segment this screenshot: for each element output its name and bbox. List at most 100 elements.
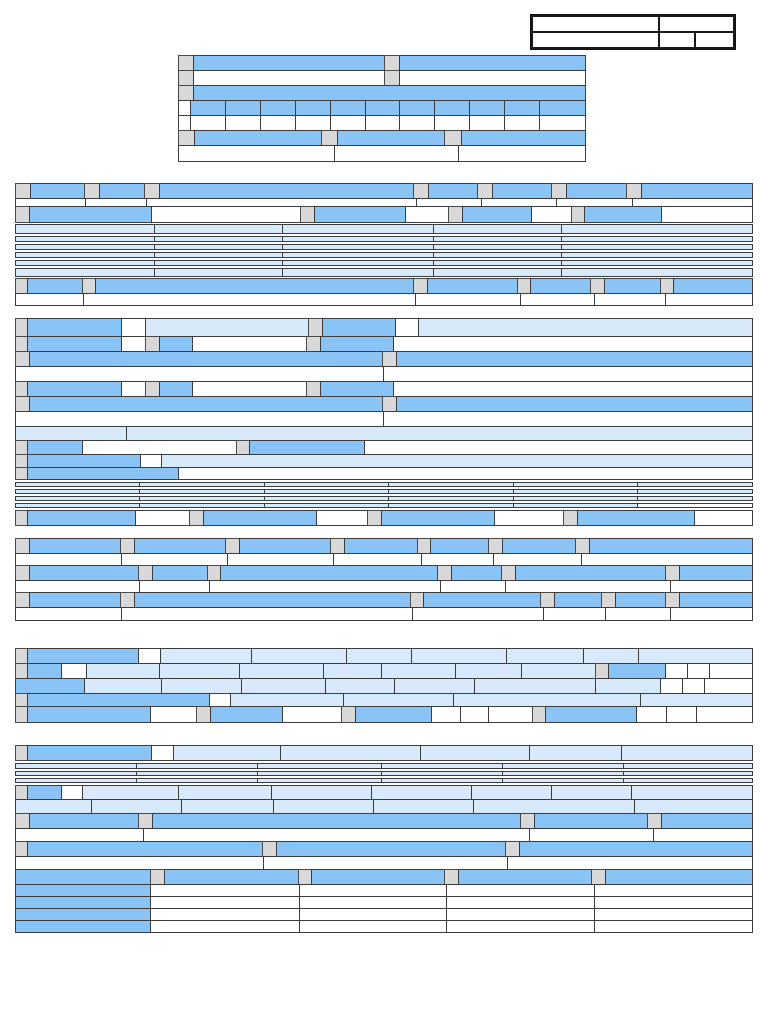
shaded-input-field[interactable] <box>512 496 639 501</box>
checkbox[interactable] <box>206 565 222 581</box>
input-field[interactable] <box>383 411 753 427</box>
input-field[interactable] <box>15 366 384 382</box>
checkbox[interactable] <box>235 440 251 455</box>
input-field[interactable] <box>15 607 122 621</box>
shaded-input-field[interactable] <box>282 224 434 234</box>
shaded-input-field[interactable] <box>139 503 265 508</box>
input-field[interactable] <box>658 31 696 49</box>
checkbox[interactable] <box>665 565 681 581</box>
checkbox[interactable] <box>15 663 29 679</box>
shaded-input-field[interactable] <box>381 663 456 679</box>
checkbox[interactable] <box>409 592 425 608</box>
checkbox[interactable] <box>15 565 30 581</box>
checkbox[interactable] <box>574 538 590 554</box>
input-field[interactable] <box>60 663 87 679</box>
shaded-input-field[interactable] <box>15 252 156 258</box>
shaded-input-field[interactable] <box>550 785 632 800</box>
shaded-input-field[interactable] <box>343 693 454 707</box>
shaded-input-field[interactable] <box>135 771 258 776</box>
shaded-input-field[interactable] <box>501 771 624 776</box>
input-field[interactable] <box>394 318 419 337</box>
shaded-input-field[interactable] <box>90 799 182 814</box>
input-field[interactable] <box>664 293 753 306</box>
shaded-input-field[interactable] <box>372 799 474 814</box>
shaded-input-field[interactable] <box>250 648 347 664</box>
checkbox[interactable] <box>540 592 556 608</box>
shaded-input-field[interactable] <box>15 778 137 783</box>
checkbox[interactable] <box>15 538 30 554</box>
input-field[interactable] <box>593 293 666 306</box>
checkbox[interactable] <box>444 130 462 146</box>
checkbox[interactable] <box>178 130 196 146</box>
shaded-input-field[interactable] <box>126 426 753 441</box>
input-field[interactable] <box>364 115 401 131</box>
shaded-input-field[interactable] <box>15 244 156 250</box>
input-field[interactable] <box>139 454 163 468</box>
checkbox[interactable] <box>15 278 29 294</box>
checkbox[interactable] <box>570 206 586 223</box>
input-field[interactable] <box>190 115 226 131</box>
shaded-input-field[interactable] <box>521 663 596 679</box>
checkbox[interactable] <box>563 510 578 526</box>
shaded-input-field[interactable] <box>380 771 503 776</box>
input-field[interactable] <box>120 336 146 352</box>
checkbox[interactable] <box>15 693 29 707</box>
shaded-input-field[interactable] <box>370 785 472 800</box>
shaded-input-field[interactable] <box>15 771 137 776</box>
shaded-input-field[interactable] <box>529 745 622 761</box>
shaded-input-field[interactable] <box>506 648 584 664</box>
shaded-input-field[interactable] <box>622 778 753 783</box>
checkbox[interactable] <box>330 538 345 554</box>
shaded-input-field[interactable] <box>560 268 753 277</box>
shaded-input-field[interactable] <box>432 224 562 234</box>
shaded-input-field[interactable] <box>560 260 753 266</box>
shaded-input-field[interactable] <box>15 489 141 494</box>
input-field[interactable] <box>665 706 697 723</box>
checkbox[interactable] <box>138 565 154 581</box>
checkbox[interactable] <box>341 706 356 723</box>
checkbox[interactable] <box>413 278 428 294</box>
input-field[interactable] <box>298 920 447 933</box>
input-field[interactable] <box>399 115 436 131</box>
shaded-input-field[interactable] <box>560 252 753 258</box>
shaded-input-field[interactable] <box>15 268 156 277</box>
input-field[interactable] <box>149 920 300 933</box>
input-field[interactable] <box>150 206 301 223</box>
checkbox[interactable] <box>15 183 32 199</box>
input-field[interactable] <box>660 678 683 694</box>
shaded-input-field[interactable] <box>178 785 273 800</box>
input-field[interactable] <box>504 115 540 131</box>
shaded-input-field[interactable] <box>15 224 156 234</box>
shaded-input-field[interactable] <box>15 236 156 242</box>
input-field[interactable] <box>334 145 460 162</box>
shaded-input-field[interactable] <box>388 489 514 494</box>
input-field[interactable] <box>543 607 607 621</box>
checkbox[interactable] <box>366 510 382 526</box>
shaded-input-field[interactable] <box>172 745 282 761</box>
shaded-input-field[interactable] <box>637 482 753 487</box>
input-field[interactable] <box>458 145 586 162</box>
checkbox[interactable] <box>149 869 165 885</box>
shaded-input-field[interactable] <box>85 663 160 679</box>
shaded-input-field[interactable] <box>639 693 753 707</box>
input-field[interactable] <box>693 31 735 49</box>
checkbox[interactable] <box>15 706 29 723</box>
checkbox[interactable] <box>15 841 29 857</box>
shaded-input-field[interactable] <box>454 663 523 679</box>
input-field[interactable] <box>695 706 753 723</box>
shaded-input-field[interactable] <box>411 648 508 664</box>
input-field[interactable] <box>637 503 753 508</box>
shaded-input-field[interactable] <box>240 678 326 694</box>
shaded-input-field[interactable] <box>432 244 562 250</box>
shaded-input-field[interactable] <box>161 454 753 468</box>
shaded-input-field[interactable] <box>273 799 374 814</box>
checkbox[interactable] <box>144 336 160 352</box>
input-field[interactable] <box>681 678 705 694</box>
shaded-input-field[interactable] <box>622 771 753 776</box>
checkbox[interactable] <box>189 510 204 526</box>
shaded-input-field[interactable] <box>154 236 284 242</box>
input-field[interactable] <box>538 115 586 131</box>
input-field[interactable] <box>364 440 753 455</box>
input-field[interactable] <box>664 663 688 679</box>
checkbox[interactable] <box>320 130 338 146</box>
